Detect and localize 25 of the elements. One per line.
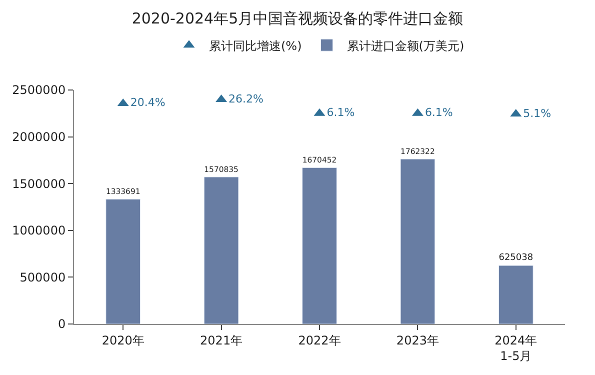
- bar: [498, 265, 534, 324]
- data-label: 5.1%: [523, 106, 552, 120]
- data-label: 6.1%: [424, 106, 453, 120]
- data-label: 26.2%: [228, 92, 264, 106]
- x-tick-label: 2022年: [298, 333, 341, 348]
- y-tick-label: 2000000: [12, 130, 66, 144]
- data-label: 625038: [498, 253, 534, 264]
- data-label: 20.4%: [130, 96, 166, 110]
- x-tick-label: 2024年 1-5月: [494, 333, 538, 363]
- bar: [302, 167, 337, 324]
- y-tick-label: 1000000: [12, 224, 66, 238]
- legend-label: 累计同比增速(%): [209, 38, 302, 53]
- bar: [400, 158, 436, 324]
- y-tick-label: 0: [58, 317, 66, 332]
- data-label: 6.1%: [326, 106, 355, 120]
- bar: [204, 176, 239, 324]
- chart-title: 2020-2024年5月中国音视频设备的零件进口金额: [132, 10, 464, 28]
- y-tick-label: 1500000: [12, 176, 66, 191]
- x-tick-label: 2023年: [396, 333, 439, 348]
- y-tick-label: 2500000: [12, 83, 66, 98]
- bar: [106, 198, 141, 324]
- x-tick-label: 2021年: [200, 333, 243, 348]
- legend-label: 累计进口金额(万美元): [346, 38, 464, 53]
- x-tick-label: 2020年: [102, 333, 144, 348]
- y-tick-label: 500000: [20, 270, 66, 284]
